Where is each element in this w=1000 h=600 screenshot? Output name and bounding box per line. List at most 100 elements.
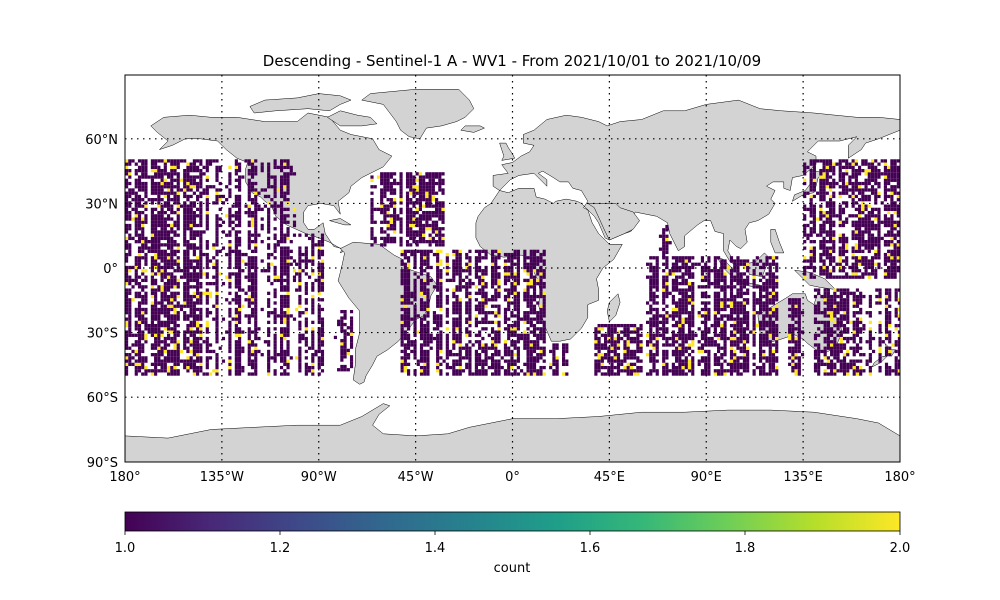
data-cell	[238, 311, 242, 315]
data-cell	[458, 262, 462, 266]
data-cell	[523, 288, 527, 292]
data-cell	[678, 259, 682, 263]
data-cell	[516, 314, 520, 318]
data-cell	[758, 301, 763, 305]
data-cell	[697, 285, 701, 289]
data-cell	[484, 362, 488, 367]
data-cell	[320, 340, 325, 344]
data-cell	[170, 314, 174, 318]
data-cell	[137, 240, 142, 244]
data-cell	[526, 304, 530, 308]
data-cell	[189, 230, 193, 234]
data-cell	[649, 336, 653, 341]
data-cell	[684, 298, 688, 302]
data-cell	[141, 236, 145, 241]
data-cell	[176, 172, 180, 176]
data-cell	[254, 165, 258, 170]
data-cell	[183, 259, 187, 263]
data-cell	[788, 340, 792, 344]
data-cell	[478, 346, 482, 350]
data-cell	[675, 359, 679, 363]
data-cell	[283, 181, 287, 186]
data-cell	[691, 298, 695, 302]
data-cell	[526, 343, 530, 347]
data-cell	[762, 314, 766, 318]
data-cell	[529, 330, 533, 334]
data-cell	[173, 191, 177, 195]
data-cell	[432, 320, 437, 325]
data-cell	[771, 291, 776, 295]
data-cell	[134, 233, 138, 237]
data-cell	[626, 340, 630, 344]
data-cell	[192, 359, 196, 363]
data-cell	[215, 194, 219, 199]
data-cell	[320, 323, 325, 328]
data-cell	[413, 327, 417, 331]
data-cell	[684, 365, 688, 370]
data-cell	[458, 285, 462, 289]
data-cell	[542, 353, 546, 357]
data-cell	[423, 369, 427, 373]
data-cell	[416, 314, 420, 318]
data-cell	[280, 365, 284, 370]
data-cell	[254, 214, 258, 218]
data-cell	[733, 294, 737, 299]
data-cell	[438, 175, 442, 179]
data-cell	[413, 256, 417, 260]
data-cell	[552, 353, 556, 357]
data-cell	[183, 304, 187, 308]
data-cell	[166, 207, 171, 212]
data-cell	[655, 272, 659, 276]
data-cell	[154, 323, 158, 328]
data-cell	[298, 353, 302, 357]
data-cell	[199, 323, 203, 328]
data-cell	[244, 291, 248, 295]
data-cell	[484, 252, 488, 257]
data-cell	[431, 188, 435, 192]
data-cell	[490, 249, 495, 253]
data-cell	[186, 369, 190, 373]
data-cell	[286, 262, 290, 266]
data-cell	[771, 320, 776, 325]
data-cell	[292, 259, 297, 263]
data-cell	[413, 262, 417, 266]
data-cell	[768, 265, 772, 270]
data-cell	[691, 311, 695, 315]
data-cell	[542, 252, 546, 257]
data-cell	[431, 185, 435, 189]
data-cell	[458, 272, 462, 276]
data-cell	[173, 233, 177, 237]
data-cell	[775, 343, 779, 347]
data-cell	[497, 275, 501, 279]
data-cell	[681, 256, 685, 260]
data-cell	[458, 369, 462, 373]
data-cell	[791, 359, 795, 363]
data-cell	[487, 320, 491, 325]
data-cell	[292, 317, 297, 321]
data-cell	[436, 320, 440, 325]
data-cell	[349, 342, 354, 346]
data-cell	[186, 249, 190, 253]
data-cell	[532, 311, 537, 315]
data-cell	[655, 314, 659, 318]
data-cell	[340, 309, 344, 314]
data-cell	[234, 362, 238, 367]
data-cell	[736, 343, 740, 347]
data-cell	[254, 362, 258, 367]
data-cell	[163, 311, 167, 315]
data-cell	[765, 311, 769, 315]
data-cell	[717, 311, 721, 315]
data-cell	[665, 343, 669, 347]
data-cell	[513, 362, 517, 367]
data-cell	[438, 207, 442, 212]
data-cell	[736, 269, 740, 273]
data-cell	[629, 323, 633, 328]
data-cell	[439, 336, 443, 341]
data-cell	[228, 365, 232, 370]
data-cell	[189, 178, 193, 182]
data-cell	[173, 330, 177, 334]
data-cell	[497, 249, 501, 253]
data-cell	[768, 343, 772, 347]
data-cell	[215, 227, 219, 231]
data-cell	[542, 349, 546, 354]
